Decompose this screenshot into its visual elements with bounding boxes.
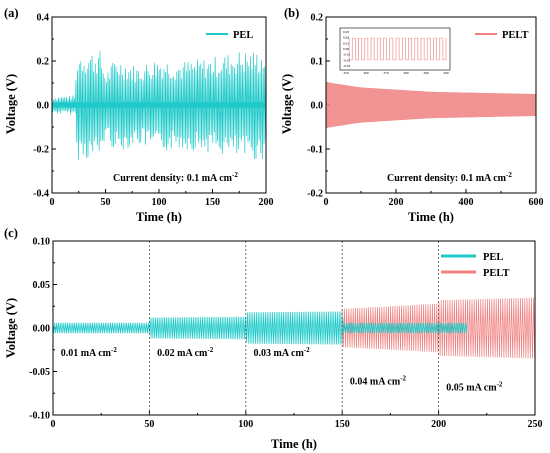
panel-c-frame <box>52 240 536 416</box>
panel-c-segment-label-4: 0.04 mA cm-2 <box>350 375 407 388</box>
panel-a-xtick-label: 200 <box>259 197 274 208</box>
panel-a-xtick-label: 150 <box>205 197 220 208</box>
panel-c-segment-label-5: 0.05 mA cm-2 <box>446 381 503 394</box>
panel-c-xtick-label: 100 <box>238 419 253 430</box>
panel-a-annotation: Current density: 0.1 mA cm-2 <box>113 171 238 184</box>
inset-xtick-label: 370 <box>383 71 389 75</box>
panel-c-xtick-label: 150 <box>335 419 350 430</box>
panel-c-segment-label-1: 0.01 mA cm-2 <box>61 346 118 359</box>
panel-c-series-pel <box>52 311 468 345</box>
panel-c-ytick-label: 0.00 <box>33 324 51 335</box>
panel-a-legend: PEL <box>206 30 253 41</box>
panel-b-ytick-label: -0.1 <box>307 145 323 156</box>
panel-c-ytick-label: -0.05 <box>29 367 50 378</box>
panel-a-xtick-label: 100 <box>152 197 167 208</box>
inset-ytick-label: -0.01 <box>343 53 351 57</box>
panel-a-ytick-label: 0.2 <box>37 57 50 68</box>
panel-b-ytick-label: 0.2 <box>311 13 324 24</box>
panel-a-series-core <box>52 102 266 108</box>
panel-c-segment-label-3: 0.03 mA cm-2 <box>254 346 311 359</box>
panel-c-ylabel: Voltage (V) <box>4 298 18 358</box>
panel-a-frame <box>51 16 267 194</box>
panel-b-frame <box>325 16 537 194</box>
panel-b-xtick-label: 400 <box>459 197 474 208</box>
panel-c: (c) Voltage (V) Time (h) 0 50 100 150 200 250… <box>4 226 543 451</box>
inset-ytick-label: 0.02 <box>343 36 349 40</box>
panel-b-ylabel: Voltage (V) <box>280 74 294 134</box>
panel-b-ytick-label: -0.2 <box>307 189 323 200</box>
panel-a-ytick-label: 0.0 <box>37 101 50 112</box>
inset-xtick-label: 390 <box>423 71 429 75</box>
panel-c-legend: PEL PELT <box>441 252 509 279</box>
panel-a-ytick-label: -0.2 <box>33 145 49 156</box>
panel-c-xlabel: Time (h) <box>271 437 317 451</box>
inset-ytick-label: 0.01 <box>343 41 349 45</box>
panel-c-xtick-label: 200 <box>431 419 446 430</box>
legend-label-pel-c: PEL <box>483 252 503 263</box>
legend-label-pelt-c: PELT <box>483 268 509 279</box>
inset-series-pelt <box>346 37 447 61</box>
panel-b-xlabel: Time (h) <box>408 210 454 224</box>
panel-b-xtick-label: 0 <box>324 197 329 208</box>
inset-ytick-label: -0.03 <box>343 64 351 68</box>
inset-xtick-label: 360 <box>363 71 369 75</box>
panel-b-series-pelt <box>326 82 536 128</box>
panel-b: (b) Voltage (V) Time (h) 0 200 400 600 -0.2 -… <box>280 6 544 224</box>
panel-c-ytick-label: 0.05 <box>33 280 51 291</box>
panel-b-xtick-label: 200 <box>389 197 404 208</box>
panel-b-annotation: Current density: 0.1 mA cm-2 <box>387 171 512 184</box>
panel-b-ytick-label: 0.0 <box>311 101 324 112</box>
inset-ytick-label: -0.02 <box>343 58 351 62</box>
legend-label-pelt-b: PELT <box>502 30 528 41</box>
panel-c-xtick-label: 50 <box>144 419 154 430</box>
panel-c-xtick-label: 250 <box>528 419 543 430</box>
inset-xtick-label: 350 <box>343 71 349 75</box>
panel-b-label: (b) <box>284 6 299 20</box>
inset-ytick-label: 0.00 <box>343 47 349 51</box>
panel-c-xtick-label: 0 <box>51 419 56 430</box>
panel-a-ylabel: Voltage (V) <box>4 74 18 134</box>
panel-c-label: (c) <box>4 226 18 240</box>
panel-a-ytick-label: -0.4 <box>33 189 49 200</box>
panel-a-xtick-label: 0 <box>50 197 55 208</box>
panel-b-legend: PELT <box>475 30 528 41</box>
legend-label-pel-a: PEL <box>233 30 253 41</box>
panel-a: (a) Voltage (V) Time (h) 0 50 100 150 200 -0.… <box>4 6 274 224</box>
panel-b-inset: 350 360 370 380 390 4000.030.020.010.00-0.01-… <box>339 27 451 75</box>
panel-c-segment-label-2: 0.02 mA cm-2 <box>157 346 214 359</box>
panel-a-ytick-label: 0.4 <box>37 13 50 24</box>
panel-c-ytick-label: -0.10 <box>29 411 50 422</box>
inset-ytick-label: 0.03 <box>343 30 349 34</box>
panel-c-ytick-label: 0.10 <box>33 237 51 248</box>
panel-a-xtick-label: 50 <box>101 197 111 208</box>
inset-xtick-label: 400 <box>443 71 449 75</box>
panel-b-xtick-label: 600 <box>529 197 544 208</box>
panel-b-ytick-label: 0.1 <box>311 57 324 68</box>
panel-a-label: (a) <box>4 6 19 20</box>
inset-xtick-label: 380 <box>403 71 409 75</box>
panel-a-xlabel: Time (h) <box>136 210 182 224</box>
